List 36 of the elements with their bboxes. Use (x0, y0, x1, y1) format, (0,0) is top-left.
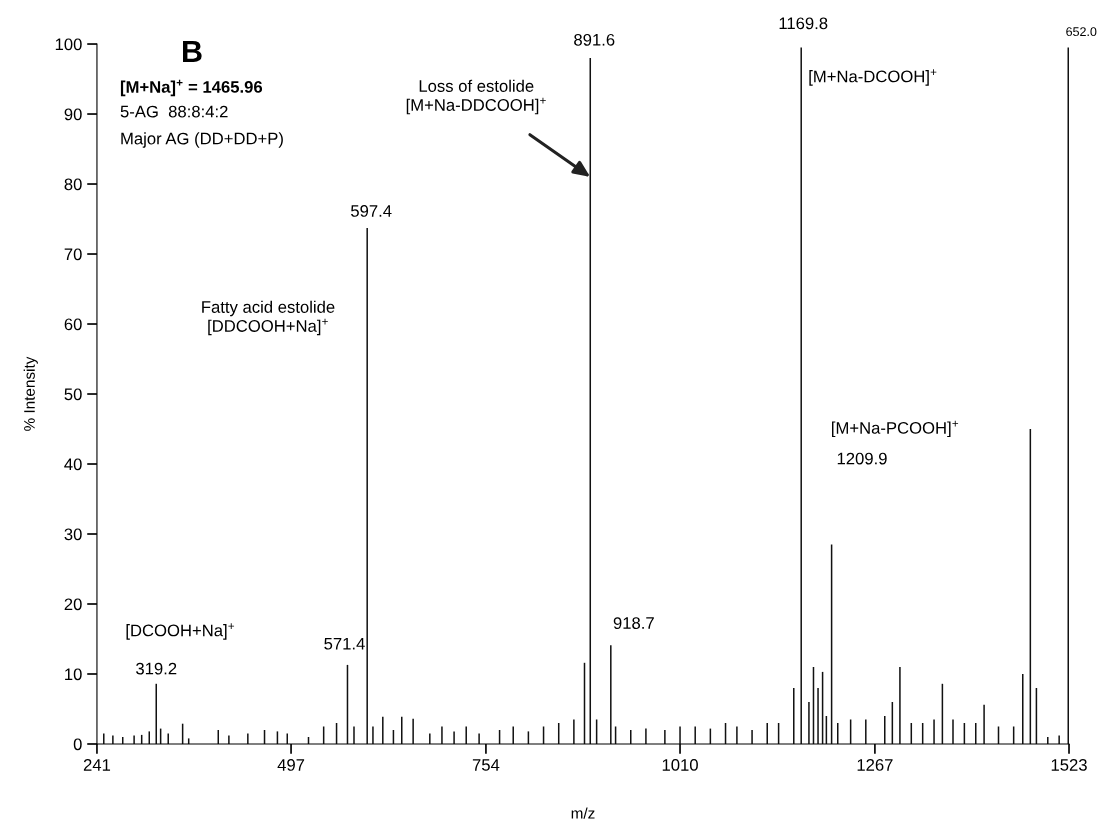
y-axis-title: % Intensity (23, 356, 38, 431)
annotation: 5-AG 88:8:4:2 (120, 105, 228, 118)
x-tick-label: 241 (83, 759, 111, 771)
y-tick-label: 0 (73, 738, 82, 751)
y-tick-label: 40 (64, 458, 82, 471)
annotation: 597.4 (351, 205, 392, 217)
y-tick-label: 100 (55, 38, 82, 51)
x-tick-label: 1267 (857, 759, 893, 771)
x-tick-label: 497 (277, 759, 305, 771)
x-tick-label: 1010 (662, 759, 698, 771)
y-tick-label: 10 (65, 668, 82, 681)
x-tick-label: 1523 (1051, 759, 1087, 771)
annotation: 891.6 (574, 33, 615, 46)
annotation: B (183, 40, 202, 62)
annotation: 652.0 (1066, 27, 1097, 37)
y-tick-label: 90 (64, 108, 82, 121)
y-tick-label: 50 (64, 388, 82, 401)
annotation: [M+Na]$^{+}$ = 1465.96 (120, 79, 263, 97)
annotation: Major AG (DD+DD+P) (121, 132, 283, 148)
y-tick-label: 60 (64, 318, 82, 331)
y-tick-label: 30 (64, 528, 82, 541)
annotation: Loss of estolide [M+Na-DDCOOH]$^{+}$ (406, 79, 546, 115)
annotation: Fatty acid estolide [DDCOOH+Na]$^{+}$ (202, 300, 335, 336)
annotation: 1169.8 (779, 17, 828, 30)
annotation: [DCOOH+Na]$^{+}$ (126, 623, 235, 640)
y-tick-label: 20 (64, 598, 82, 611)
y-tick-label: 70 (64, 248, 82, 261)
annotation: [M+Na-PCOOH]$^{+}$ (832, 420, 959, 438)
annotation: 1209.9 (837, 452, 887, 465)
x-axis-title: m/z (571, 807, 595, 819)
x-tick-label: 754 (472, 759, 500, 771)
annotation: 918.7 (613, 617, 654, 629)
annotation: [M+Na-DCOOH]$^{+}$ (809, 69, 937, 86)
y-tick-label: 80 (64, 178, 82, 191)
annotation: 319.2 (136, 662, 177, 675)
annotation: 571.4 (324, 637, 365, 650)
